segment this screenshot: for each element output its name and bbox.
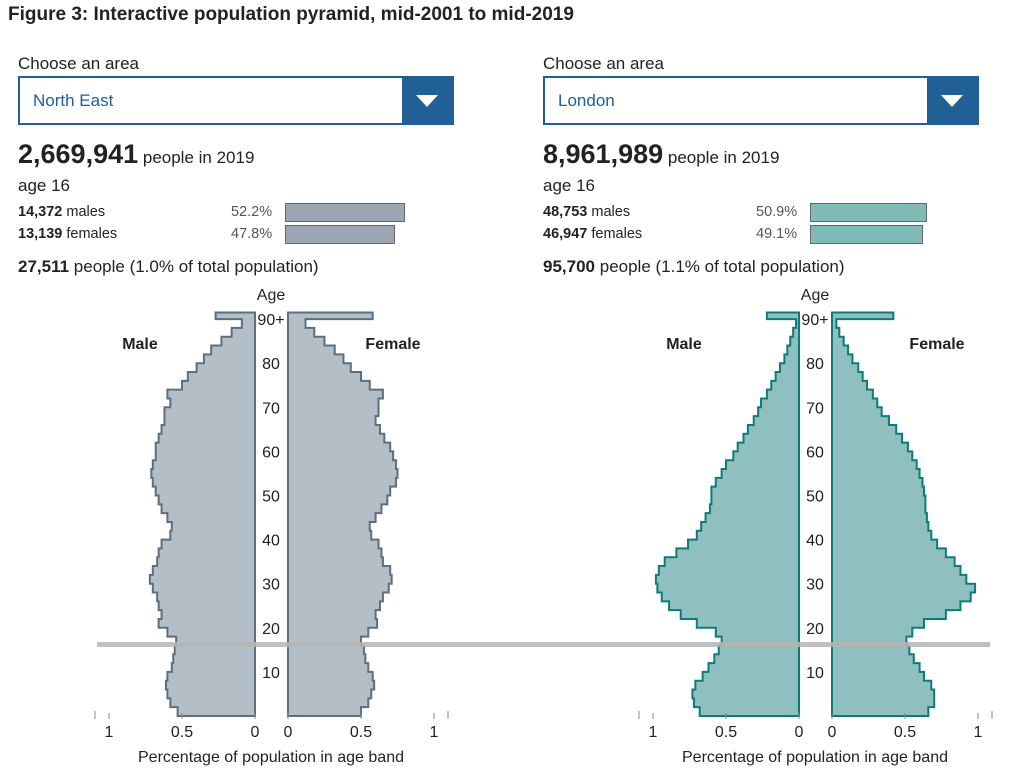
total-suffix: people in 2019 — [667, 148, 780, 167]
selected-age: age 16 — [18, 176, 70, 195]
total-population: 8,961,989 people in 2019 — [543, 139, 779, 170]
males-row: 48,753 males 50.9% — [543, 203, 928, 222]
selected-age: age 16 — [543, 176, 595, 195]
females-row: 13,139 females 47.8% — [18, 225, 395, 244]
age-people-count: 27,511 — [18, 257, 70, 276]
area-select-value: London — [558, 91, 615, 110]
females-word: females — [66, 226, 118, 242]
dropdown-button[interactable] — [402, 78, 452, 123]
females-share-bar — [285, 225, 395, 244]
males-percent: 50.9% — [756, 204, 798, 220]
total-number: 2,669,941 — [18, 139, 139, 169]
area-select[interactable]: North East — [18, 76, 454, 125]
area-select[interactable]: London — [543, 76, 979, 125]
males-share-bar — [285, 203, 406, 222]
chevron-down-icon — [416, 95, 438, 107]
panel-london: Choose an area London 8,961,989 people i… — [543, 54, 1013, 777]
males-word: males — [66, 204, 106, 220]
males-percent: 52.2% — [231, 204, 273, 220]
females-percent: 49.1% — [756, 226, 798, 242]
males-word: males — [591, 204, 631, 220]
dropdown-button[interactable] — [927, 78, 977, 123]
age-people-total: 95,700 people (1.1% of total population) — [543, 257, 845, 277]
females-percent: 47.8% — [231, 226, 273, 242]
figure-title: Figure 3: Interactive population pyramid… — [8, 4, 574, 25]
panel-north-east: Choose an area North East 2,669,941 peop… — [18, 54, 488, 777]
females-word: females — [591, 226, 643, 242]
females-share-bar — [810, 225, 923, 244]
total-suffix: people in 2019 — [142, 148, 255, 167]
females-count: 46,947 — [543, 226, 588, 242]
area-select-value: North East — [33, 91, 114, 110]
total-number: 8,961,989 — [543, 139, 664, 169]
age-highlight-line[interactable] — [97, 642, 990, 647]
age-people-count: 95,700 — [543, 257, 595, 276]
choose-area-label: Choose an area — [18, 54, 139, 73]
total-population: 2,669,941 people in 2019 — [18, 139, 254, 170]
females-count: 13,139 — [18, 226, 63, 242]
age-people-suffix: people (1.0% of total population) — [73, 257, 319, 276]
females-row: 46,947 females 49.1% — [543, 225, 923, 244]
males-row: 14,372 males 52.2% — [18, 203, 406, 222]
choose-area-label: Choose an area — [543, 54, 664, 73]
age-people-suffix: people (1.1% of total population) — [599, 257, 845, 276]
males-share-bar — [810, 203, 928, 222]
age-people-total: 27,511 people (1.0% of total population) — [18, 257, 319, 277]
chevron-down-icon — [941, 95, 963, 107]
males-count: 14,372 — [18, 204, 63, 220]
males-count: 48,753 — [543, 204, 588, 220]
